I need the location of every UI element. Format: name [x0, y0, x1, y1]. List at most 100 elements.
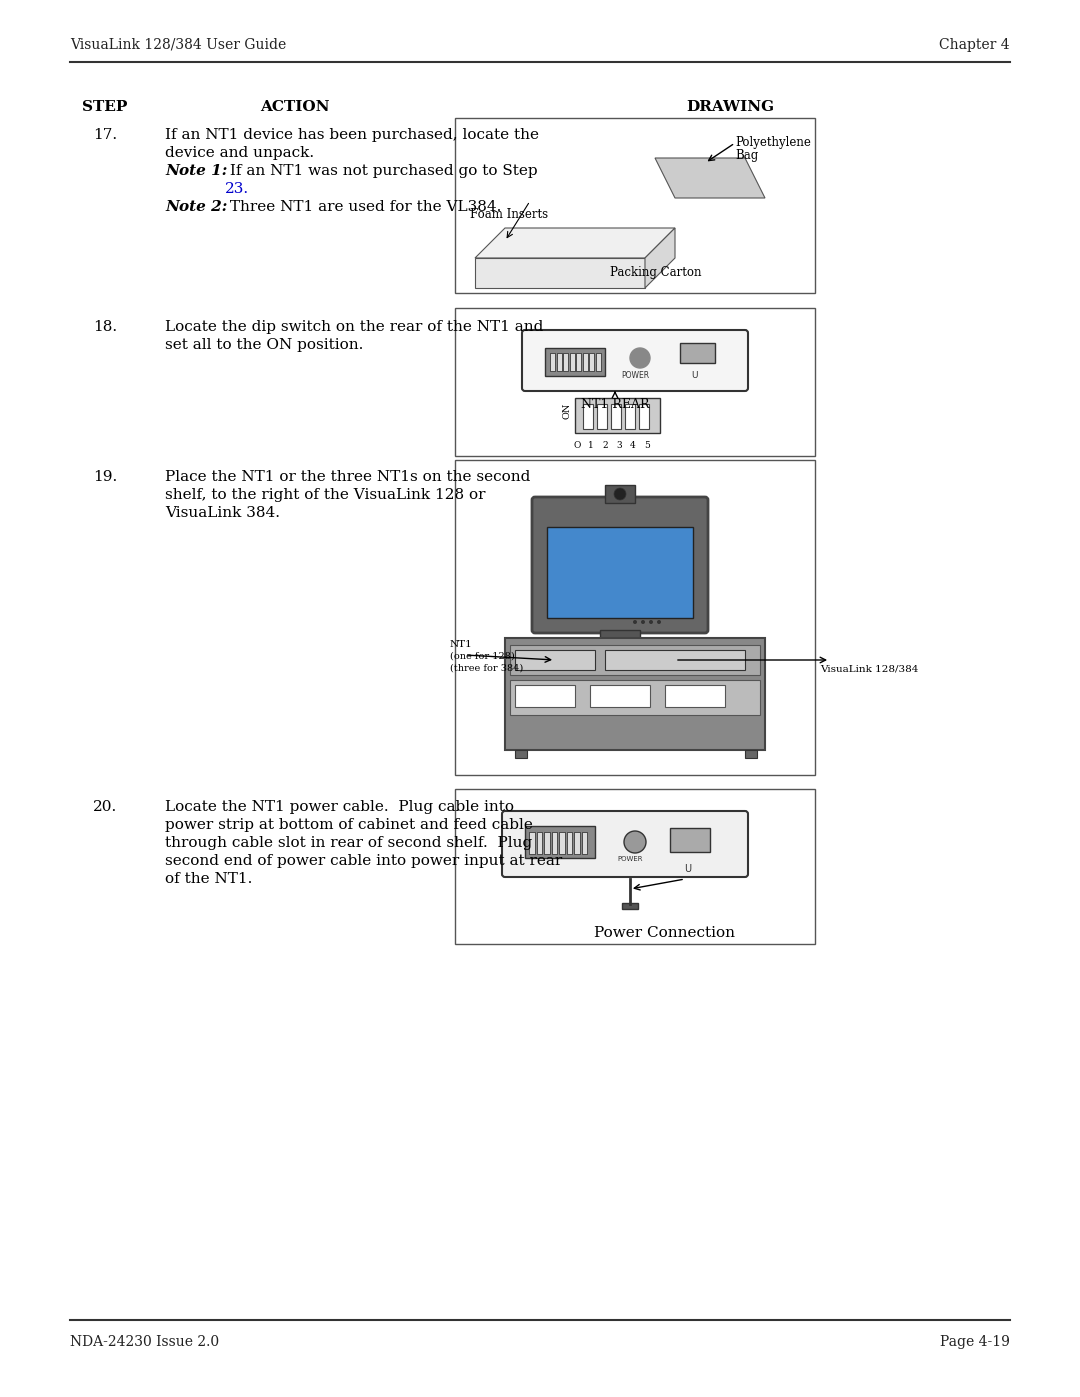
Text: Note 1:: Note 1: — [165, 163, 228, 177]
Bar — [546, 527, 693, 617]
Bar — [605, 485, 635, 503]
Bar — [605, 650, 745, 671]
Text: 1: 1 — [589, 441, 594, 450]
Bar — [611, 404, 621, 429]
Text: VisuaLink 384.: VisuaLink 384. — [165, 506, 280, 520]
Bar — [525, 826, 595, 858]
Bar — [455, 307, 815, 455]
Bar — [510, 645, 760, 675]
Text: Page 4-19: Page 4-19 — [940, 1336, 1010, 1350]
Text: POWER: POWER — [621, 372, 649, 380]
Text: ON: ON — [563, 402, 572, 419]
Bar — [550, 353, 555, 372]
Text: (one for 128): (one for 128) — [450, 652, 515, 661]
Circle shape — [657, 620, 661, 624]
Bar — [510, 680, 760, 715]
Bar — [639, 404, 649, 429]
Text: device and unpack.: device and unpack. — [165, 147, 314, 161]
Bar — [569, 353, 575, 372]
Bar — [505, 638, 765, 750]
Text: STEP: STEP — [82, 101, 127, 115]
Bar — [590, 685, 650, 707]
Bar — [625, 404, 635, 429]
Bar — [680, 344, 715, 363]
Bar — [573, 833, 580, 854]
Text: O: O — [573, 441, 581, 450]
Text: shelf, to the right of the VisuaLink 128 or: shelf, to the right of the VisuaLink 128… — [165, 488, 486, 502]
Bar — [595, 353, 600, 372]
Bar — [576, 353, 581, 372]
Text: through cable slot in rear of second shelf.  Plug: through cable slot in rear of second she… — [165, 835, 532, 849]
Text: U: U — [692, 372, 699, 380]
Text: second end of power cable into power input at rear: second end of power cable into power inp… — [165, 854, 563, 868]
Text: Packing Carton: Packing Carton — [610, 265, 702, 279]
Circle shape — [642, 620, 645, 624]
Bar — [563, 353, 568, 372]
Text: 2: 2 — [603, 441, 608, 450]
Bar — [582, 353, 588, 372]
Bar — [529, 833, 535, 854]
Text: of the NT1.: of the NT1. — [165, 872, 253, 886]
FancyBboxPatch shape — [532, 497, 708, 633]
Bar — [581, 833, 588, 854]
Text: POWER: POWER — [618, 856, 643, 862]
Circle shape — [633, 620, 637, 624]
FancyBboxPatch shape — [502, 812, 748, 877]
Bar — [455, 460, 815, 775]
Text: (three for 384): (three for 384) — [450, 664, 523, 673]
Text: Place the NT1 or the three NT1s on the second: Place the NT1 or the three NT1s on the s… — [165, 469, 530, 483]
Bar — [455, 117, 815, 293]
Bar — [537, 833, 542, 854]
Text: Locate the NT1 power cable.  Plug cable into: Locate the NT1 power cable. Plug cable i… — [165, 800, 514, 814]
Bar — [600, 630, 640, 638]
Text: NDA-24230 Issue 2.0: NDA-24230 Issue 2.0 — [70, 1336, 219, 1350]
Bar — [589, 353, 594, 372]
Text: Note 2:: Note 2: — [165, 200, 228, 214]
FancyBboxPatch shape — [522, 330, 748, 391]
Bar — [556, 353, 562, 372]
Text: VisuaLink 128/384: VisuaLink 128/384 — [820, 665, 918, 673]
Bar — [575, 398, 660, 433]
Text: 4: 4 — [630, 441, 636, 450]
Text: NT1: NT1 — [450, 640, 473, 650]
Text: Three NT1 are used for the VL384.: Three NT1 are used for the VL384. — [225, 200, 501, 214]
Bar — [583, 404, 593, 429]
Bar — [545, 348, 605, 376]
Text: Bag: Bag — [735, 149, 758, 162]
Text: VisuaLink 128/384 User Guide: VisuaLink 128/384 User Guide — [70, 38, 286, 52]
Text: power strip at bottom of cabinet and feed cable: power strip at bottom of cabinet and fee… — [165, 819, 532, 833]
Circle shape — [615, 488, 626, 500]
Polygon shape — [645, 228, 675, 288]
Polygon shape — [654, 158, 765, 198]
Bar — [544, 833, 550, 854]
Text: 23.: 23. — [225, 182, 249, 196]
Bar — [559, 833, 565, 854]
Text: DRAWING: DRAWING — [686, 101, 774, 115]
Circle shape — [624, 831, 646, 854]
Circle shape — [649, 620, 653, 624]
Bar — [455, 789, 815, 944]
Text: Locate the dip switch on the rear of the NT1 and: Locate the dip switch on the rear of the… — [165, 320, 543, 334]
Text: If an NT1 was not purchased go to Step: If an NT1 was not purchased go to Step — [225, 163, 538, 177]
Text: Chapter 4: Chapter 4 — [940, 38, 1010, 52]
Text: 3: 3 — [617, 441, 622, 450]
Text: 18.: 18. — [93, 320, 117, 334]
Polygon shape — [475, 228, 675, 258]
Text: 5: 5 — [644, 441, 650, 450]
Bar — [597, 404, 607, 429]
Circle shape — [630, 348, 650, 367]
Bar — [745, 750, 757, 759]
Bar — [515, 750, 527, 759]
Text: 19.: 19. — [93, 469, 117, 483]
Bar — [515, 685, 575, 707]
Text: NT1 REAR: NT1 REAR — [581, 398, 649, 411]
Text: 20.: 20. — [93, 800, 117, 814]
Polygon shape — [475, 258, 645, 288]
Bar — [552, 833, 557, 854]
Bar — [515, 650, 595, 671]
Text: U: U — [685, 863, 691, 875]
Text: 17.: 17. — [93, 129, 117, 142]
Text: Power Connection: Power Connection — [594, 926, 735, 940]
Bar — [567, 833, 572, 854]
Text: set all to the ON position.: set all to the ON position. — [165, 338, 363, 352]
